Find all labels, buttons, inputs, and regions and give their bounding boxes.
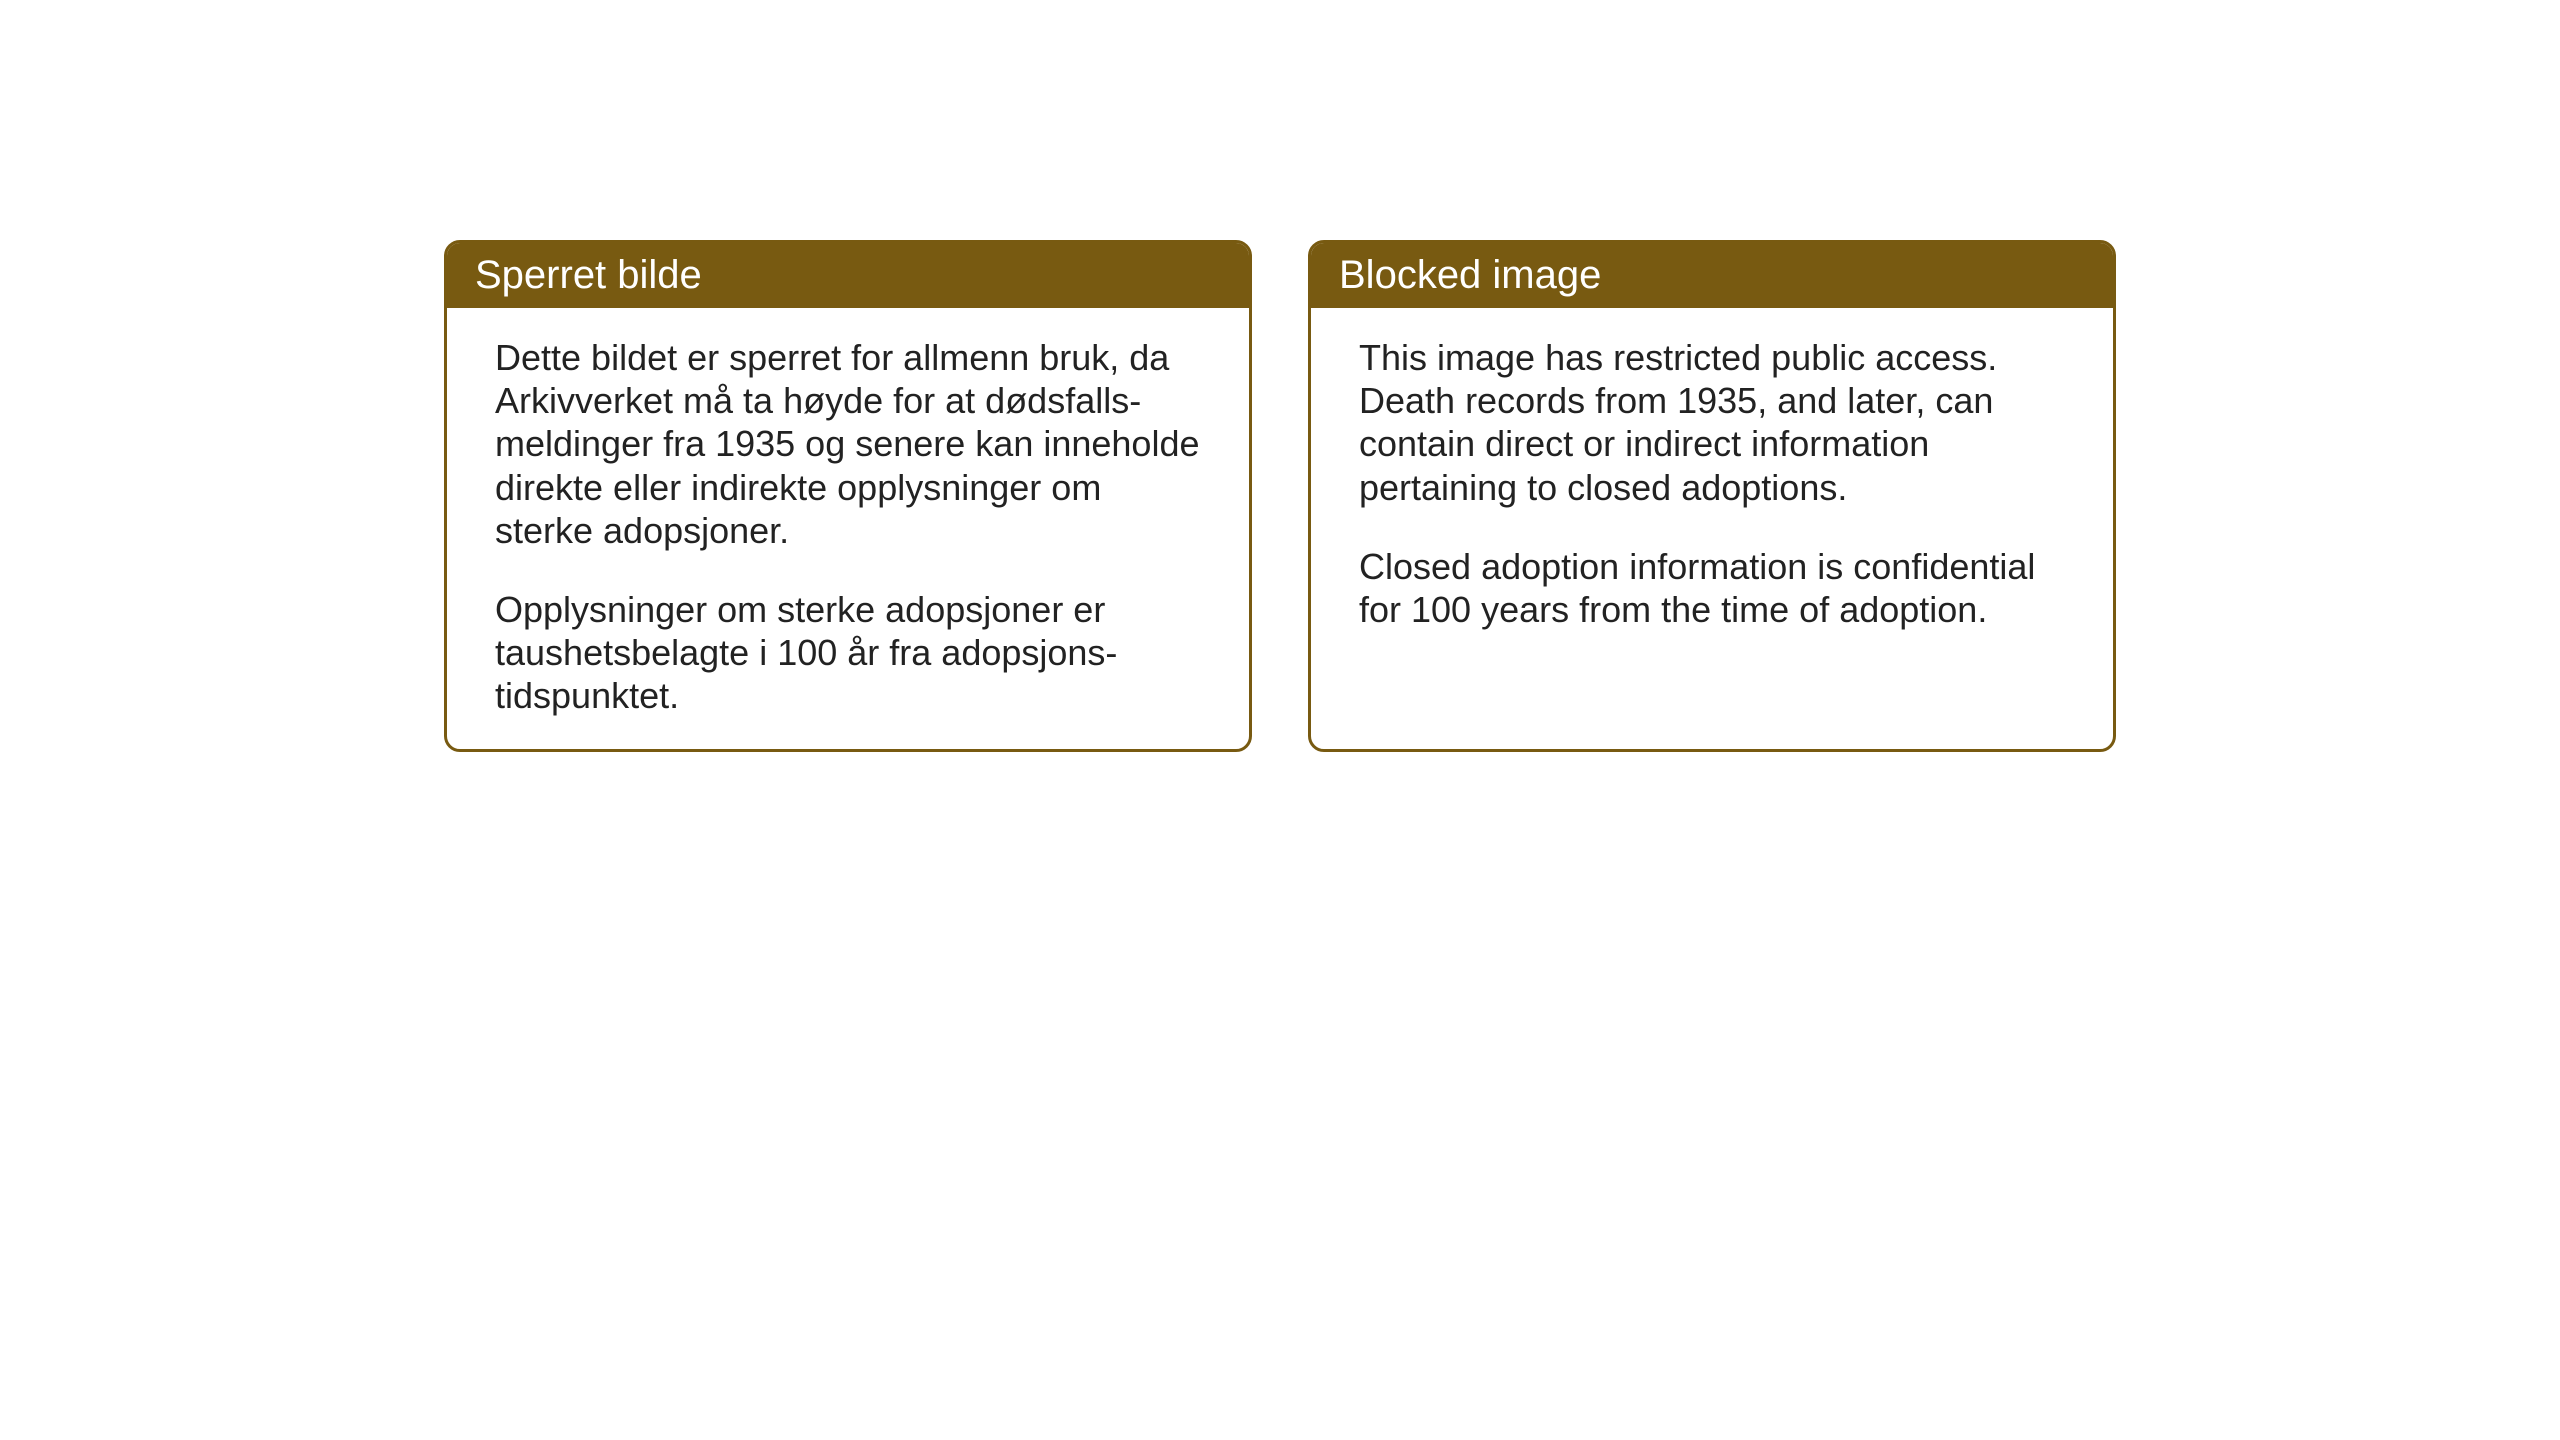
card-paragraph-2-english: Closed adoption information is confident… [1359, 545, 2065, 631]
notice-card-norwegian: Sperret bilde Dette bildet er sperret fo… [444, 240, 1252, 752]
card-paragraph-1-english: This image has restricted public access.… [1359, 336, 2065, 509]
card-title-norwegian: Sperret bilde [475, 253, 702, 297]
card-paragraph-2-norwegian: Opplysninger om sterke adopsjoner er tau… [495, 588, 1201, 718]
card-body-english: This image has restricted public access.… [1311, 308, 2113, 671]
card-header-norwegian: Sperret bilde [447, 243, 1249, 308]
notice-card-english: Blocked image This image has restricted … [1308, 240, 2116, 752]
card-header-english: Blocked image [1311, 243, 2113, 308]
notice-container: Sperret bilde Dette bildet er sperret fo… [444, 240, 2116, 752]
card-title-english: Blocked image [1339, 253, 1601, 297]
card-paragraph-1-norwegian: Dette bildet er sperret for allmenn bruk… [495, 336, 1201, 552]
card-body-norwegian: Dette bildet er sperret for allmenn bruk… [447, 308, 1249, 752]
